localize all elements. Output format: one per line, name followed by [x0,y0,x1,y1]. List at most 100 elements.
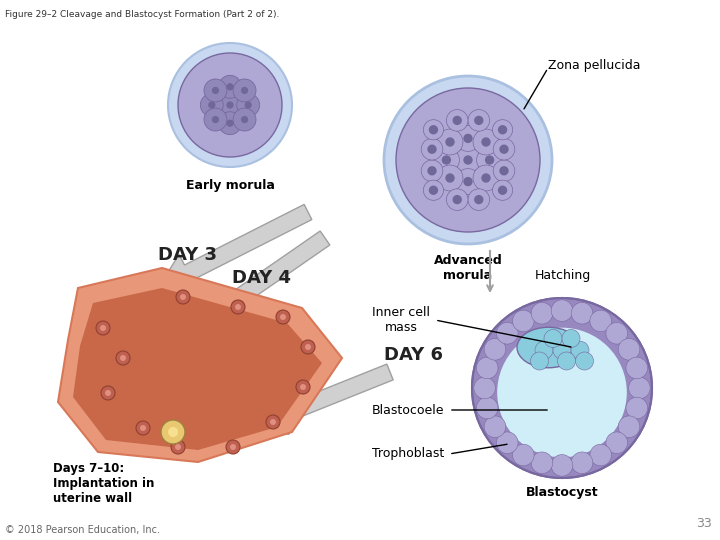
Circle shape [455,147,481,173]
Text: DAY 6: DAY 6 [384,346,444,364]
Circle shape [178,53,282,157]
Circle shape [212,87,219,94]
Circle shape [484,339,505,360]
Ellipse shape [517,327,580,368]
Text: Hatching: Hatching [535,269,591,282]
Circle shape [446,110,468,131]
Circle shape [618,339,640,360]
Circle shape [464,134,473,143]
Circle shape [212,116,219,123]
Circle shape [396,88,540,232]
Circle shape [270,419,276,425]
Circle shape [208,102,215,109]
Circle shape [429,186,438,195]
Circle shape [552,300,573,321]
Circle shape [629,377,650,399]
Circle shape [101,386,115,400]
Circle shape [226,440,240,454]
Circle shape [474,195,484,204]
Circle shape [464,177,473,186]
Circle shape [429,125,438,134]
Circle shape [626,397,647,419]
Circle shape [497,322,518,344]
Circle shape [544,329,562,348]
Circle shape [428,166,436,176]
Circle shape [230,444,236,450]
Circle shape [140,425,146,431]
Circle shape [96,321,110,335]
Circle shape [618,416,640,437]
Circle shape [468,110,490,131]
Circle shape [441,156,451,165]
Text: © 2018 Pearson Education, Inc.: © 2018 Pearson Education, Inc. [5,525,160,535]
Circle shape [235,304,241,310]
Circle shape [300,384,306,390]
Circle shape [626,357,647,379]
Circle shape [241,116,248,123]
Circle shape [437,129,463,155]
Circle shape [571,341,589,359]
Circle shape [477,357,498,379]
Text: Days 7–10:
Implantation in
uterine wall: Days 7–10: Implantation in uterine wall [53,462,154,505]
Text: Trophoblast: Trophoblast [372,448,444,461]
Circle shape [100,325,106,331]
Circle shape [473,129,499,155]
Circle shape [105,390,111,396]
Circle shape [498,186,507,195]
Circle shape [531,302,553,324]
Circle shape [553,341,571,359]
Circle shape [241,87,248,94]
Circle shape [474,377,495,399]
Circle shape [500,145,508,154]
Text: Blastocyst: Blastocyst [526,486,598,499]
Circle shape [226,83,233,90]
Circle shape [571,302,593,324]
Circle shape [552,455,573,476]
Circle shape [423,180,444,200]
Text: 33: 33 [696,517,712,530]
Circle shape [474,116,484,125]
Circle shape [535,341,553,359]
Circle shape [445,173,455,183]
Circle shape [590,444,611,466]
Circle shape [245,102,252,109]
Circle shape [428,145,436,154]
Circle shape [116,351,130,365]
Circle shape [421,160,443,181]
Circle shape [219,112,241,134]
Circle shape [204,108,227,131]
Text: Inner cell
mass: Inner cell mass [372,306,430,334]
Circle shape [492,180,513,200]
Circle shape [276,310,290,324]
Circle shape [493,160,515,181]
Polygon shape [73,288,322,450]
Circle shape [433,147,459,173]
Circle shape [455,168,481,194]
Circle shape [437,165,463,191]
Polygon shape [250,364,393,434]
Circle shape [233,108,256,131]
Text: DAY 3: DAY 3 [158,246,217,264]
Circle shape [493,138,515,160]
Circle shape [590,310,611,332]
Circle shape [171,440,185,454]
Circle shape [231,300,245,314]
Circle shape [606,322,628,344]
Text: Figure 29–2 Cleavage and Blastocyst Formation (Part 2 of 2).: Figure 29–2 Cleavage and Blastocyst Form… [5,10,279,19]
Circle shape [384,76,552,244]
Circle shape [497,432,518,454]
Circle shape [421,138,443,160]
Circle shape [176,290,190,304]
Circle shape [226,102,233,109]
Circle shape [180,294,186,300]
Circle shape [513,310,534,332]
Circle shape [557,352,575,370]
Circle shape [606,432,628,454]
Circle shape [301,340,315,354]
Circle shape [472,298,652,478]
Circle shape [531,452,553,474]
Circle shape [513,444,534,466]
Circle shape [455,125,481,151]
Circle shape [531,352,549,370]
Circle shape [484,416,505,437]
